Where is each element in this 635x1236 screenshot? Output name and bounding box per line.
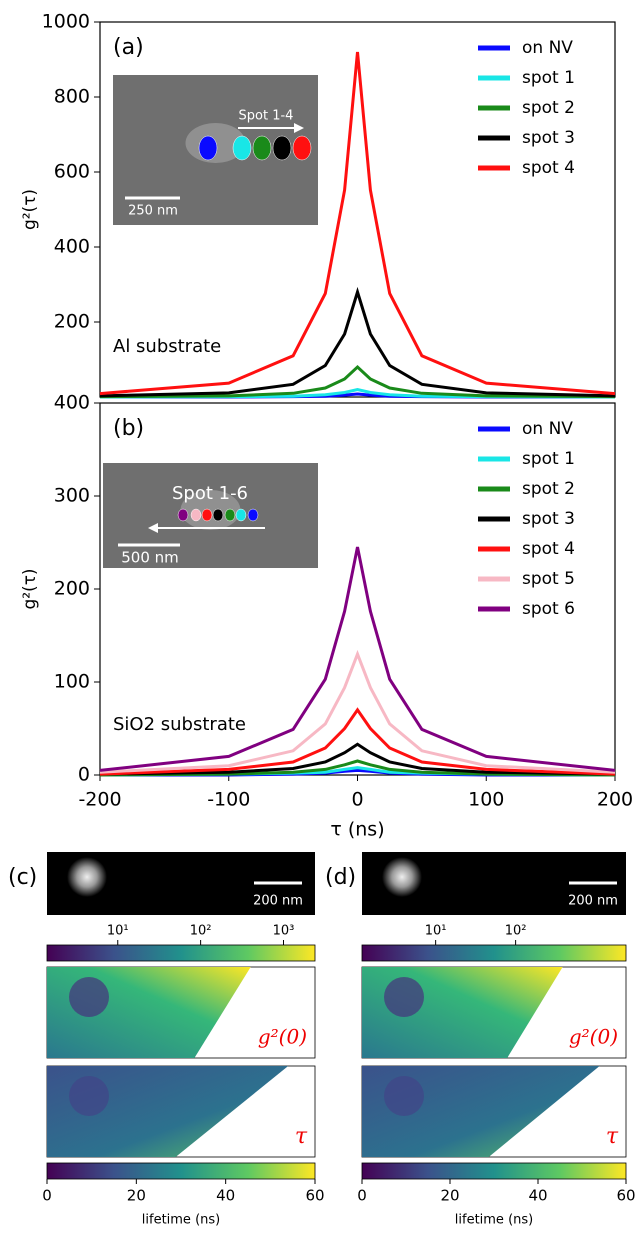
fit-line [99,364,616,399]
fit-line [99,759,616,777]
fit-line [99,546,616,772]
legend-label: spot 1 [522,68,575,88]
sem-particle [67,857,107,897]
inset-spot [224,508,236,522]
colorbar-tick-label: 0 [357,1187,367,1205]
y-tick-label: 800 [54,86,90,108]
legend-label: spot 6 [522,599,575,619]
legend-label: spot 3 [522,128,575,148]
heatmap-label: g²(0) [258,1025,307,1049]
inset-spot [190,508,202,522]
y-tick-label: 400 [54,392,90,414]
inset-spot [292,135,312,161]
colorbar-tick-label: 20 [440,1187,459,1205]
x-tick-label: 100 [468,789,504,811]
legend-label: spot 5 [522,569,575,589]
legend-label: spot 3 [522,509,575,529]
legend-label: spot 2 [522,98,575,118]
x-tick-label: 200 [597,789,633,811]
legend-label: spot 2 [522,479,575,499]
colorbar-tick-label: 60 [305,1187,324,1205]
fit-line [99,742,616,776]
fit-line [99,707,616,776]
colorbar-label: lifetime (ns) [142,1213,220,1228]
heatmap-feature [384,1076,424,1116]
heatmap-label: τ [295,1124,308,1149]
inset-spot [272,135,292,161]
inset-spot [201,508,213,522]
y-tick-label: 1000 [42,11,90,33]
legend-label: spot 4 [522,158,575,178]
y-axis-label: g²(τ) [20,189,40,230]
y-axis-label: g²(τ) [20,568,40,609]
x-tick-label: -200 [78,789,121,811]
colorbar [46,944,316,962]
heatmap-feature [384,977,424,1017]
scale-bar-label: 200 nm [568,894,618,909]
inset-arrowhead [148,523,158,533]
inset-label: Spot 1-4 [239,109,294,124]
annotation: SiO2 substrate [113,714,246,735]
legend-label: spot 1 [522,449,575,469]
inset-spot [247,508,259,522]
scale-bar-label: 200 nm [253,894,303,909]
inset-spot [235,508,247,522]
x-axis-label: τ (ns) [330,819,384,841]
fit-line [99,51,616,396]
fit-line [99,649,616,774]
heatmap-feature [69,1076,109,1116]
annotation: Al substrate [113,336,221,357]
inset-spot [252,135,272,161]
inset-spot [198,135,218,161]
colorbar [46,1162,316,1180]
colorbar-tick-label: 10² [190,924,212,939]
panel-label: (b) [113,416,144,441]
colorbar-tick-label: 0 [42,1187,52,1205]
inset-spot [232,135,252,161]
colorbar-tick-label: 10¹ [107,924,129,939]
colorbar-tick-label: 40 [216,1187,235,1205]
sem-particle [382,857,422,897]
colorbar-tick-label: 10³ [273,924,295,939]
fit-line [99,286,616,398]
colorbar-tick-label: 10¹ [425,924,447,939]
colorbar-tick-label: 60 [616,1187,635,1205]
colorbar-tick-label: 40 [528,1187,547,1205]
inset-spot [212,508,224,522]
plot-frame [99,21,616,398]
y-tick-label: 300 [54,485,90,507]
y-tick-label: 200 [54,311,90,333]
legend-label: on NV [522,419,573,439]
scale-bar-label: 250 nm [128,204,178,219]
panel-label: (a) [113,35,144,60]
fit-line [99,387,616,399]
x-tick-label: -100 [207,789,250,811]
panel-label: (d) [325,865,356,890]
inset-spot [177,508,189,522]
colorbar [361,944,627,962]
scale-bar-label: 500 nm [121,549,179,567]
panel-label: (c) [8,865,37,890]
legend-label: on NV [522,38,573,58]
inset-label: Spot 1-6 [172,483,248,504]
heatmap-label: τ [606,1124,619,1149]
colorbar [361,1162,627,1180]
legend-label: spot 4 [522,539,575,559]
x-tick-label: 0 [351,789,363,811]
heatmap-label: g²(0) [569,1025,618,1049]
y-tick-label: 0 [78,764,90,786]
heatmap-feature [69,977,109,1017]
inset-arrowhead [294,123,304,133]
y-tick-label: 400 [54,236,90,258]
colorbar-tick-label: 20 [127,1187,146,1205]
colorbar-label: lifetime (ns) [455,1213,533,1228]
colorbar-tick-label: 10² [505,924,527,939]
y-tick-label: 200 [54,578,90,600]
y-tick-label: 600 [54,161,90,183]
y-tick-label: 100 [54,671,90,693]
